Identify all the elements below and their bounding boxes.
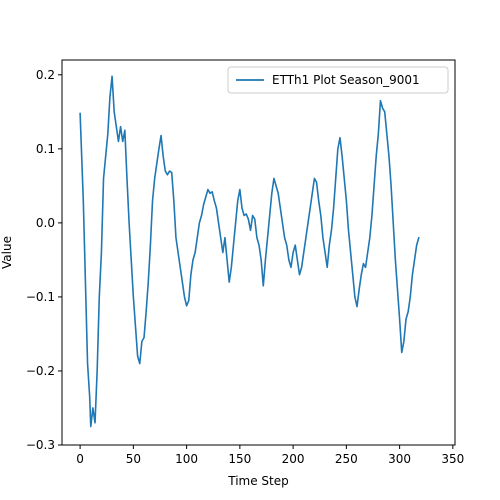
series-line-0: [79, 75, 420, 428]
x-tick-label: 150: [228, 452, 251, 466]
y-axis-label: Value: [0, 236, 14, 269]
y-axis: −0.3 −0.2 −0.1 0.0 0.1 0.2: [26, 68, 62, 452]
x-axis-label: Time Step: [227, 474, 289, 488]
x-tick-label: 350: [441, 452, 464, 466]
y-tick-label: −0.3: [26, 438, 55, 452]
y-tick-label: 0.0: [36, 216, 55, 230]
legend-entry-label: ETTh1 Plot Season_9001: [272, 73, 420, 87]
plot-area: [61, 59, 456, 446]
y-tick-label: 0.2: [36, 68, 55, 82]
y-tick-label: −0.1: [26, 290, 55, 304]
x-axis: 0 50 100 150 200 250 300 350: [76, 445, 464, 466]
x-tick-label: 50: [126, 452, 141, 466]
x-tick-label: 100: [175, 452, 198, 466]
legend-box: [227, 66, 449, 94]
x-tick-label: 0: [76, 452, 84, 466]
axes-frame: [61, 59, 456, 446]
y-tick-label: −0.2: [26, 364, 55, 378]
x-tick-label: 250: [335, 452, 358, 466]
legend: ETTh1 Plot Season_9001: [227, 66, 449, 94]
y-tick-label: 0.1: [36, 142, 55, 156]
x-tick-label: 300: [388, 452, 411, 466]
x-tick-label: 200: [282, 452, 305, 466]
